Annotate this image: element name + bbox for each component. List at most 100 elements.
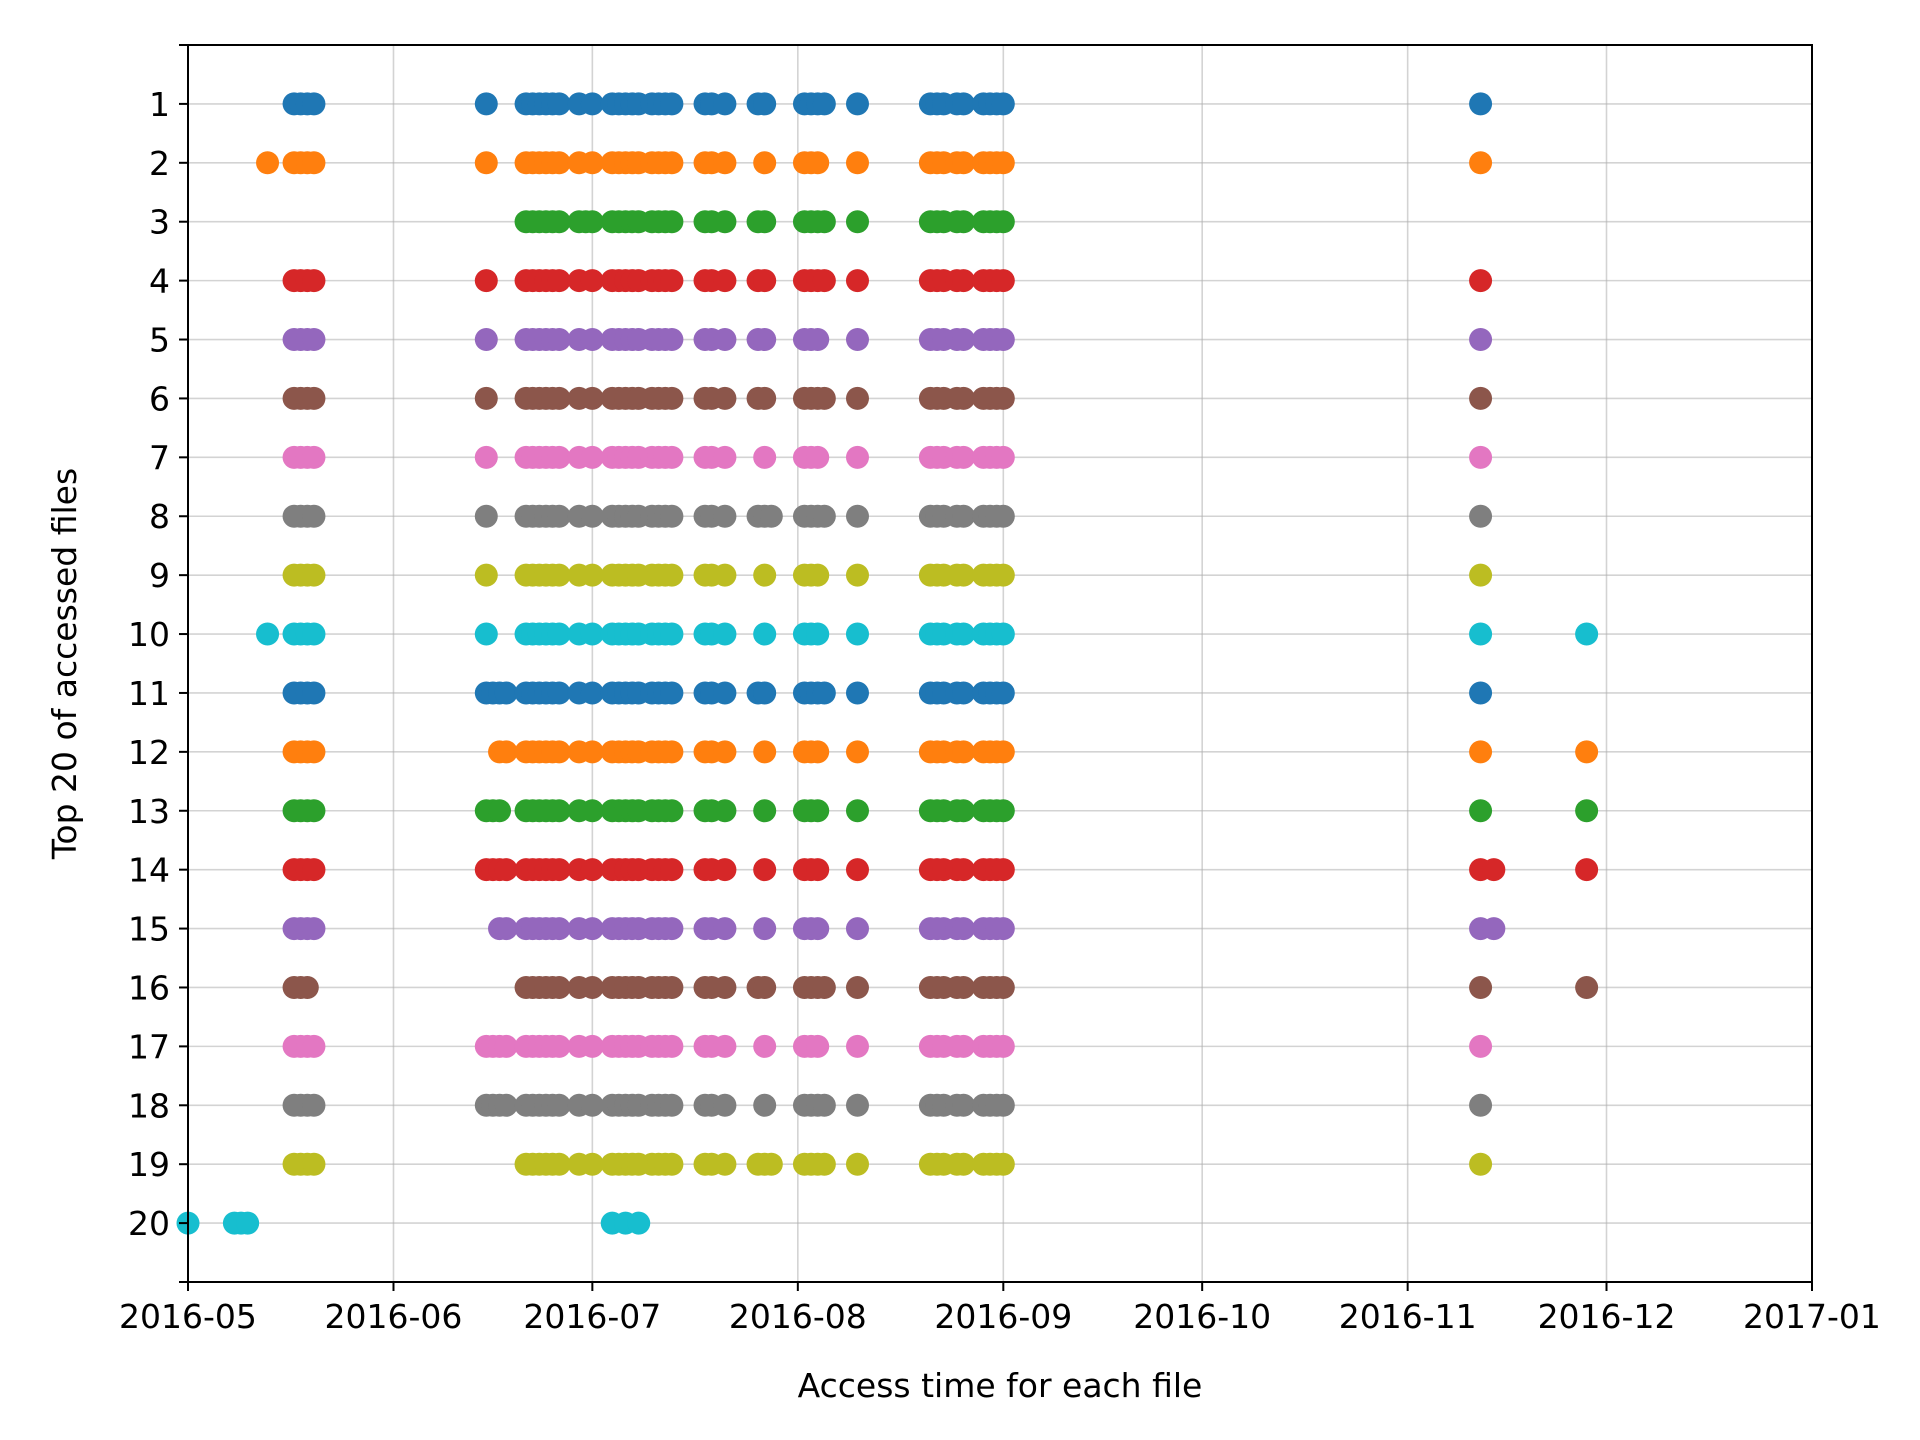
series-file-17	[282, 1034, 1493, 1058]
data-point	[713, 1152, 737, 1176]
data-point	[474, 445, 498, 469]
data-point	[845, 681, 869, 705]
data-point	[660, 328, 684, 352]
data-point	[1575, 740, 1599, 764]
data-point	[952, 92, 976, 116]
data-point	[580, 681, 604, 705]
data-point	[580, 504, 604, 528]
data-point	[713, 681, 737, 705]
data-point	[713, 1093, 737, 1117]
data-point	[302, 386, 326, 410]
series-file-10	[256, 622, 1599, 646]
data-point	[1469, 1034, 1493, 1058]
data-point	[845, 622, 869, 646]
x-tick-label: 2016-07	[523, 1297, 661, 1336]
series-file-19	[282, 1152, 1493, 1176]
data-point	[256, 622, 280, 646]
data-point	[713, 1034, 737, 1058]
data-point	[991, 504, 1015, 528]
data-point	[845, 151, 869, 175]
data-point	[952, 917, 976, 941]
data-point	[580, 328, 604, 352]
data-point	[952, 386, 976, 410]
data-point	[845, 328, 869, 352]
series-file-7	[282, 445, 1493, 469]
series-file-16	[282, 975, 1599, 999]
data-point	[991, 917, 1015, 941]
data-point	[236, 1211, 260, 1235]
data-point	[660, 622, 684, 646]
data-point	[660, 504, 684, 528]
data-point	[660, 445, 684, 469]
data-point	[547, 386, 571, 410]
data-point	[845, 799, 869, 823]
data-point	[713, 740, 737, 764]
data-point	[580, 563, 604, 587]
data-point	[580, 386, 604, 410]
data-point	[713, 799, 737, 823]
data-point	[991, 622, 1015, 646]
data-point	[580, 622, 604, 646]
data-point	[547, 858, 571, 882]
y-tick-label: 14	[128, 851, 170, 890]
data-point	[474, 563, 498, 587]
data-point	[845, 1034, 869, 1058]
data-point	[494, 681, 518, 705]
data-point	[952, 504, 976, 528]
data-point	[952, 210, 976, 234]
data-point	[547, 917, 571, 941]
data-point	[812, 681, 836, 705]
x-tick-label: 2016-12	[1538, 1297, 1676, 1336]
data-point	[474, 328, 498, 352]
data-point	[812, 210, 836, 234]
data-point	[295, 975, 319, 999]
data-point	[547, 151, 571, 175]
data-point	[474, 504, 498, 528]
data-point	[660, 92, 684, 116]
data-point	[753, 917, 777, 941]
data-point	[547, 1152, 571, 1176]
data-point	[991, 445, 1015, 469]
data-point	[952, 740, 976, 764]
data-point	[952, 622, 976, 646]
y-tick-label: 18	[128, 1086, 170, 1125]
data-point	[660, 1152, 684, 1176]
data-point	[302, 563, 326, 587]
data-point	[547, 1093, 571, 1117]
series-file-18	[282, 1093, 1493, 1117]
series-file-14	[282, 858, 1599, 882]
data-point	[845, 917, 869, 941]
y-tick-label: 11	[128, 674, 170, 713]
data-point	[753, 269, 777, 293]
series-file-8	[282, 504, 1493, 528]
data-point	[991, 328, 1015, 352]
data-point	[753, 445, 777, 469]
x-axis-label: Access time for each file	[798, 1366, 1203, 1405]
series-file-9	[282, 563, 1493, 587]
y-tick-label: 2	[149, 144, 170, 183]
data-point	[753, 740, 777, 764]
data-point	[580, 445, 604, 469]
data-point	[952, 858, 976, 882]
series-file-4	[282, 269, 1493, 293]
data-point	[845, 1152, 869, 1176]
series-file-20	[176, 1211, 651, 1235]
y-tick-label: 19	[128, 1145, 170, 1184]
plot-frame	[187, 44, 1813, 1283]
data-point	[845, 504, 869, 528]
y-tick-label: 7	[149, 438, 170, 477]
data-point	[660, 858, 684, 882]
data-point	[660, 151, 684, 175]
data-point	[845, 210, 869, 234]
data-point	[302, 92, 326, 116]
data-point	[1469, 740, 1493, 764]
data-point	[494, 1093, 518, 1117]
series-file-12	[282, 740, 1599, 764]
data-point	[845, 740, 869, 764]
data-point	[494, 1034, 518, 1058]
y-tick-label: 13	[128, 792, 170, 831]
data-point	[1469, 269, 1493, 293]
data-point	[547, 622, 571, 646]
data-point	[580, 1093, 604, 1117]
